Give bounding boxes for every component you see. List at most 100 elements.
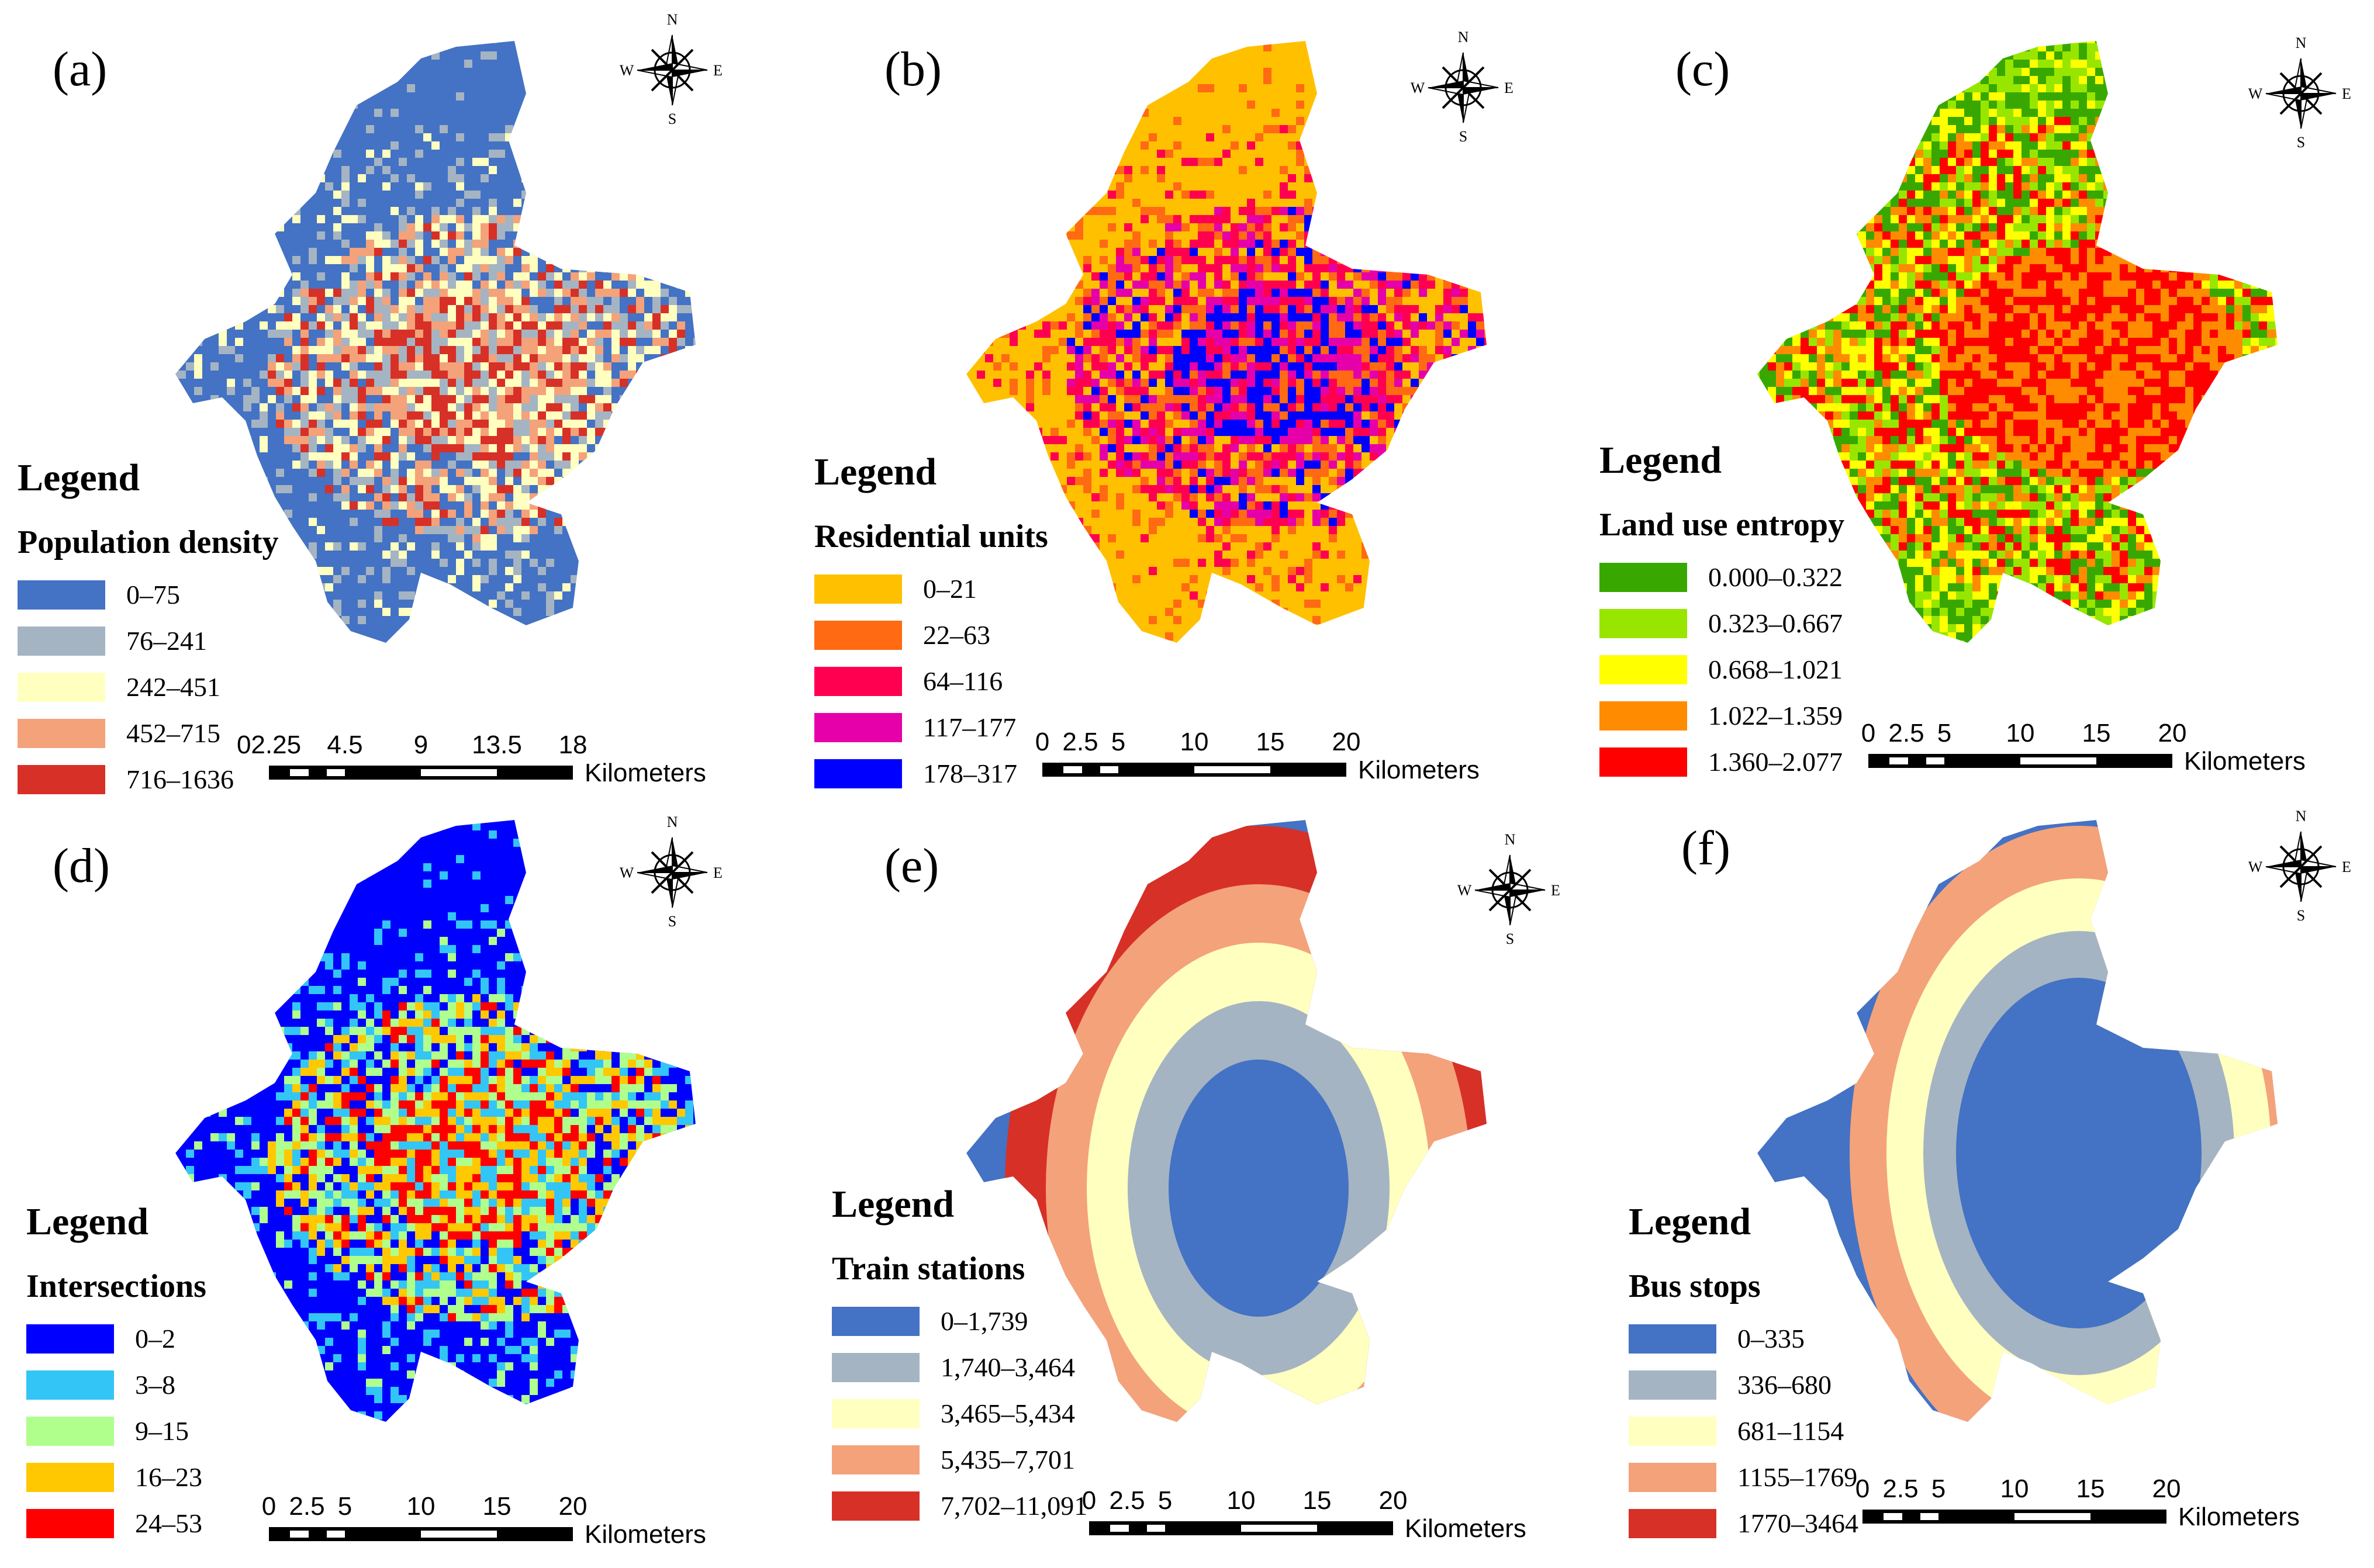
raster-cell — [2120, 166, 2128, 174]
raster-cell — [1353, 395, 1361, 403]
raster-cell — [1402, 240, 1411, 248]
raster-cell — [620, 313, 628, 321]
raster-cell — [333, 608, 341, 616]
raster-cell — [579, 240, 587, 248]
raster-cell — [2013, 256, 2021, 264]
raster-cell — [2152, 231, 2161, 240]
raster-cell — [1304, 452, 1312, 461]
raster-cell — [2210, 256, 2218, 264]
raster-cell — [685, 289, 693, 297]
raster-cell — [1288, 297, 1296, 305]
raster-cell — [1214, 371, 1222, 379]
raster-cell — [1181, 272, 1190, 281]
raster-cell — [210, 231, 219, 240]
raster-cell — [260, 240, 268, 248]
raster-cell — [2095, 141, 2103, 150]
raster-cell — [1386, 223, 1394, 231]
raster-cell — [1231, 346, 1239, 354]
raster-cell — [2030, 101, 2038, 109]
raster-cell — [1296, 371, 1304, 379]
raster-cell — [1124, 240, 1132, 248]
raster-cell — [489, 313, 497, 321]
raster-cell — [2185, 264, 2193, 272]
raster-cell — [1214, 223, 1222, 231]
raster-cell — [497, 313, 505, 321]
raster-cell — [685, 354, 693, 362]
raster-cell — [521, 534, 530, 542]
raster-cell — [456, 264, 464, 272]
raster-cell — [1411, 403, 1419, 411]
raster-cell — [1312, 240, 1321, 248]
raster-cell — [1116, 444, 1124, 452]
raster-cell — [1776, 256, 1784, 264]
raster-cell — [415, 240, 423, 248]
raster-cell — [2128, 215, 2136, 223]
raster-cell — [1214, 469, 1222, 477]
raster-cell — [530, 411, 538, 420]
raster-cell — [2095, 182, 2103, 191]
raster-cell — [595, 338, 603, 346]
raster-cell — [472, 477, 481, 485]
raster-cell — [2177, 92, 2185, 101]
raster-cell — [366, 166, 374, 174]
raster-cell — [440, 305, 448, 313]
raster-cell — [431, 141, 440, 150]
raster-cell — [530, 321, 538, 330]
raster-cell — [1989, 231, 1997, 240]
raster-cell — [284, 321, 292, 330]
raster-cell — [2095, 207, 2103, 215]
raster-cell — [1198, 387, 1206, 395]
raster-cell — [489, 166, 497, 174]
raster-cell — [235, 354, 243, 362]
raster-cell — [1419, 371, 1427, 379]
raster-cell — [1149, 403, 1157, 411]
raster-cell — [1173, 289, 1181, 297]
raster-cell — [1181, 583, 1190, 591]
raster-cell — [2144, 76, 2152, 84]
raster-cell — [1989, 248, 1997, 256]
raster-cell — [1231, 231, 1239, 240]
raster-cell — [1222, 461, 1231, 469]
raster-cell — [309, 641, 317, 643]
raster-cell — [2177, 51, 2185, 60]
raster-cell — [382, 289, 391, 297]
raster-cell — [1124, 379, 1132, 387]
raster-cell — [350, 428, 358, 436]
raster-cell — [1132, 231, 1141, 240]
raster-cell — [677, 501, 685, 510]
raster-cell — [571, 403, 579, 411]
raster-cell — [1222, 297, 1231, 305]
raster-cell — [1271, 289, 1280, 297]
raster-cell — [554, 493, 562, 501]
raster-cell — [685, 411, 693, 420]
raster-cell — [1361, 510, 1370, 518]
raster-cell — [1108, 346, 1116, 354]
raster-cell — [2030, 51, 2038, 60]
raster-cell — [2046, 60, 2054, 68]
raster-cell — [1361, 289, 1370, 297]
raster-cell — [1386, 133, 1394, 141]
raster-cell — [1296, 338, 1304, 346]
raster-cell — [2202, 41, 2210, 43]
raster-cell — [587, 330, 595, 338]
raster-cell — [1263, 240, 1271, 248]
raster-cell — [1312, 174, 1321, 182]
raster-cell — [1891, 231, 1899, 240]
raster-cell — [1231, 403, 1239, 411]
raster-cell — [440, 297, 448, 305]
raster-cell — [350, 411, 358, 420]
raster-cell — [1247, 403, 1255, 411]
raster-cell — [546, 346, 554, 354]
raster-cell — [538, 158, 546, 166]
raster-cell — [489, 395, 497, 403]
raster-cell — [1386, 191, 1394, 199]
raster-cell — [2193, 166, 2202, 174]
raster-cell — [1280, 608, 1288, 616]
raster-cell — [1386, 477, 1394, 485]
raster-cell — [1050, 452, 1059, 461]
raster-cell — [243, 297, 251, 305]
raster-cell — [587, 428, 595, 436]
raster-cell — [1402, 354, 1411, 362]
raster-cell — [1255, 240, 1263, 248]
raster-cell — [1833, 43, 1841, 51]
